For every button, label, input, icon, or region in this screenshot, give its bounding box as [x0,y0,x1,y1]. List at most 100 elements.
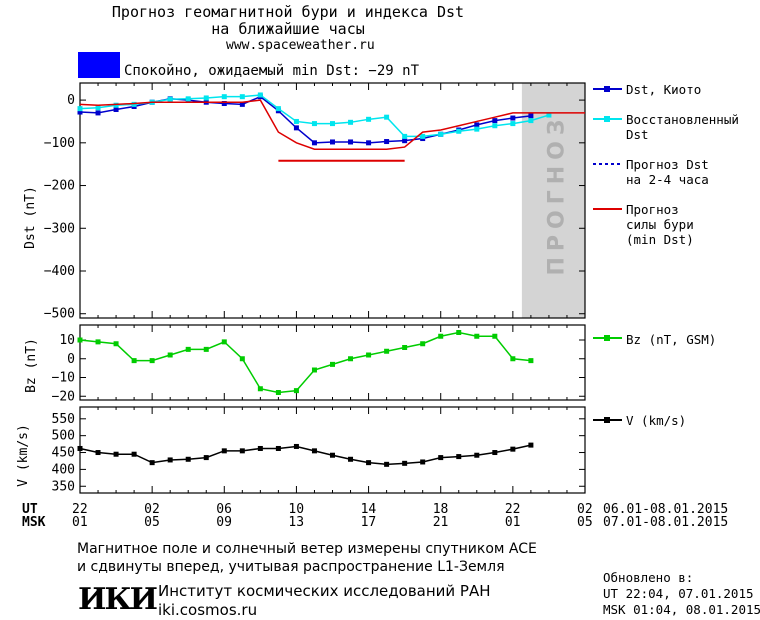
series-line-dst-0 [79,95,531,144]
ytick-label-v: 450 [52,446,75,461]
data-point-v-0 [366,460,372,466]
data-point-dst-1 [366,116,372,122]
data-point-v-0 [492,450,498,456]
data-point-dst-1 [384,114,390,120]
ytick-label-dst: −200 [44,179,75,194]
data-point-dst-0 [510,115,516,121]
legend-storm-2: силы бури [626,217,694,232]
msk-range: 07.01-08.01.2015 [603,515,729,530]
data-point-bz-0 [275,390,281,395]
data-point-bz-0 [456,330,462,335]
data-point-bz-0 [366,352,372,358]
ut-tick-label: 18 [432,502,449,517]
ytick-label-bz: −10 [52,371,75,386]
chart-title-line2: на ближайшие часы [211,20,365,38]
data-point-dst-1 [456,128,462,134]
data-point-v-0 [275,445,281,451]
data-point-dst-0 [492,118,498,124]
updated-label: Обновлено в: [603,570,694,585]
data-point-dst-0 [528,113,534,119]
data-point-bz-0 [221,339,227,345]
ut-label: UT [22,502,38,517]
v-axis-label: V (km/s) [15,424,31,487]
ut-tick-label: 22 [504,502,521,517]
data-point-bz-0 [185,346,191,352]
data-point-v-0 [221,448,227,454]
data-point-dst-0 [330,139,335,145]
data-point-dst-0 [221,101,227,107]
data-point-v-0 [330,452,335,458]
status-text: Спокойно, ожидаемый min Dst: −29 nT [124,63,420,79]
data-point-dst-1 [275,106,281,112]
data-point-v-0 [167,457,173,463]
data-point-dst-1 [510,121,516,127]
ytick-label-v: 400 [52,462,75,477]
chart-title-line1: Прогноз геомагнитной бури и индекса Dst [111,3,465,21]
data-point-dst-1 [330,121,335,127]
data-point-dst-1 [528,118,534,124]
data-point-dst-0 [366,140,372,146]
data-point-dst-1 [167,96,173,102]
data-point-v-0 [402,460,408,466]
data-point-dst-0 [474,122,480,128]
legend-dst-restored-marker-marker [604,116,610,122]
data-point-dst-0 [293,125,299,131]
forecast-band-label: ПРОГНОЗ [544,113,569,275]
data-point-v-0 [311,448,317,454]
data-point-v-0 [474,452,480,458]
data-point-dst-1 [438,131,444,137]
data-point-bz-0 [402,345,408,350]
data-point-dst-0 [348,139,354,145]
legend-dst-kyoto: Dst, Киото [626,82,702,97]
msk-tick-label: 17 [360,515,377,530]
data-point-bz-0 [293,388,299,394]
data-point-bz-0 [348,356,354,362]
legend-bz-marker-marker [604,335,610,341]
data-point-bz-0 [474,333,480,339]
series-line-v-0 [79,444,532,466]
series-line-bz-0 [79,331,531,394]
data-point-v-0 [384,461,390,467]
data-point-v-0 [257,445,263,451]
data-point-bz-0 [167,352,173,358]
institute-name: Институт космических исследований РАН [158,582,491,600]
legend-dst-restored-1: Восстановленный [626,112,739,127]
msk-tick-label: 09 [216,515,232,530]
source-url[interactable]: www.spaceweather.ru [226,38,375,53]
legend-dst-restored-2: Dst [626,127,649,142]
data-point-bz-0 [77,337,83,343]
data-point-dst-1 [492,123,498,129]
data-point-v-0 [528,442,534,448]
status-color-box [78,52,120,78]
data-point-bz-0 [203,346,209,352]
data-point-v-0 [113,451,119,457]
data-point-dst-0 [311,140,317,146]
dst-axis-label: Dst (nT) [22,186,38,249]
data-point-dst-1 [113,102,119,108]
ut-range: 06.01-08.01.2015 [603,502,729,517]
data-point-dst-0 [77,109,83,115]
data-point-dst-1 [311,121,317,127]
ytick-label-dst: −100 [44,136,75,151]
data-point-v-0 [293,443,299,449]
data-point-v-0 [348,456,354,462]
data-point-bz-0 [384,348,390,354]
data-point-dst-1 [293,118,299,124]
ytick-label-dst: −500 [44,307,75,322]
ytick-label-v: 550 [52,412,75,427]
data-point-v-0 [456,454,462,460]
msk-tick-label: 01 [504,515,521,530]
data-point-v-0 [77,445,83,451]
legend-v-marker-marker [604,417,610,423]
data-point-bz-0 [149,358,155,364]
updated-msk: MSK 01:04, 08.01.2015 [603,602,760,617]
data-point-bz-0 [239,356,245,362]
institute-site[interactable]: iki.cosmos.ru [158,601,258,619]
ut-tick-label: 14 [360,502,377,517]
ut-tick-label: 06 [216,502,232,517]
iki-logo[interactable]: ИКИ [78,582,158,617]
ytick-label-v: 500 [52,429,75,444]
legend-bz: Bz (nT, GSM) [626,332,717,347]
legend-dst-forecast-2: на 2-4 часа [626,172,709,187]
